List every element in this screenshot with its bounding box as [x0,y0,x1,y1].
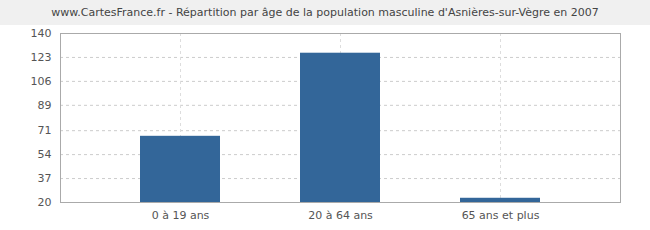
svg-text:54: 54 [38,148,52,161]
svg-text:106: 106 [31,75,52,88]
svg-text:123: 123 [31,51,52,64]
svg-text:0 à 19 ans: 0 à 19 ans [152,209,210,222]
svg-text:20 à 64 ans: 20 à 64 ans [308,209,373,222]
svg-text:71: 71 [38,124,52,137]
svg-text:140: 140 [31,27,52,40]
svg-text:89: 89 [38,99,52,112]
svg-text:65 ans et plus: 65 ans et plus [462,209,540,222]
html-text:www.CartesFrance.fr - Répartit: www.CartesFrance.fr - Répartition par âg… [51,6,599,19]
svg-text:37: 37 [38,172,52,185]
svg-text:20: 20 [38,196,52,209]
